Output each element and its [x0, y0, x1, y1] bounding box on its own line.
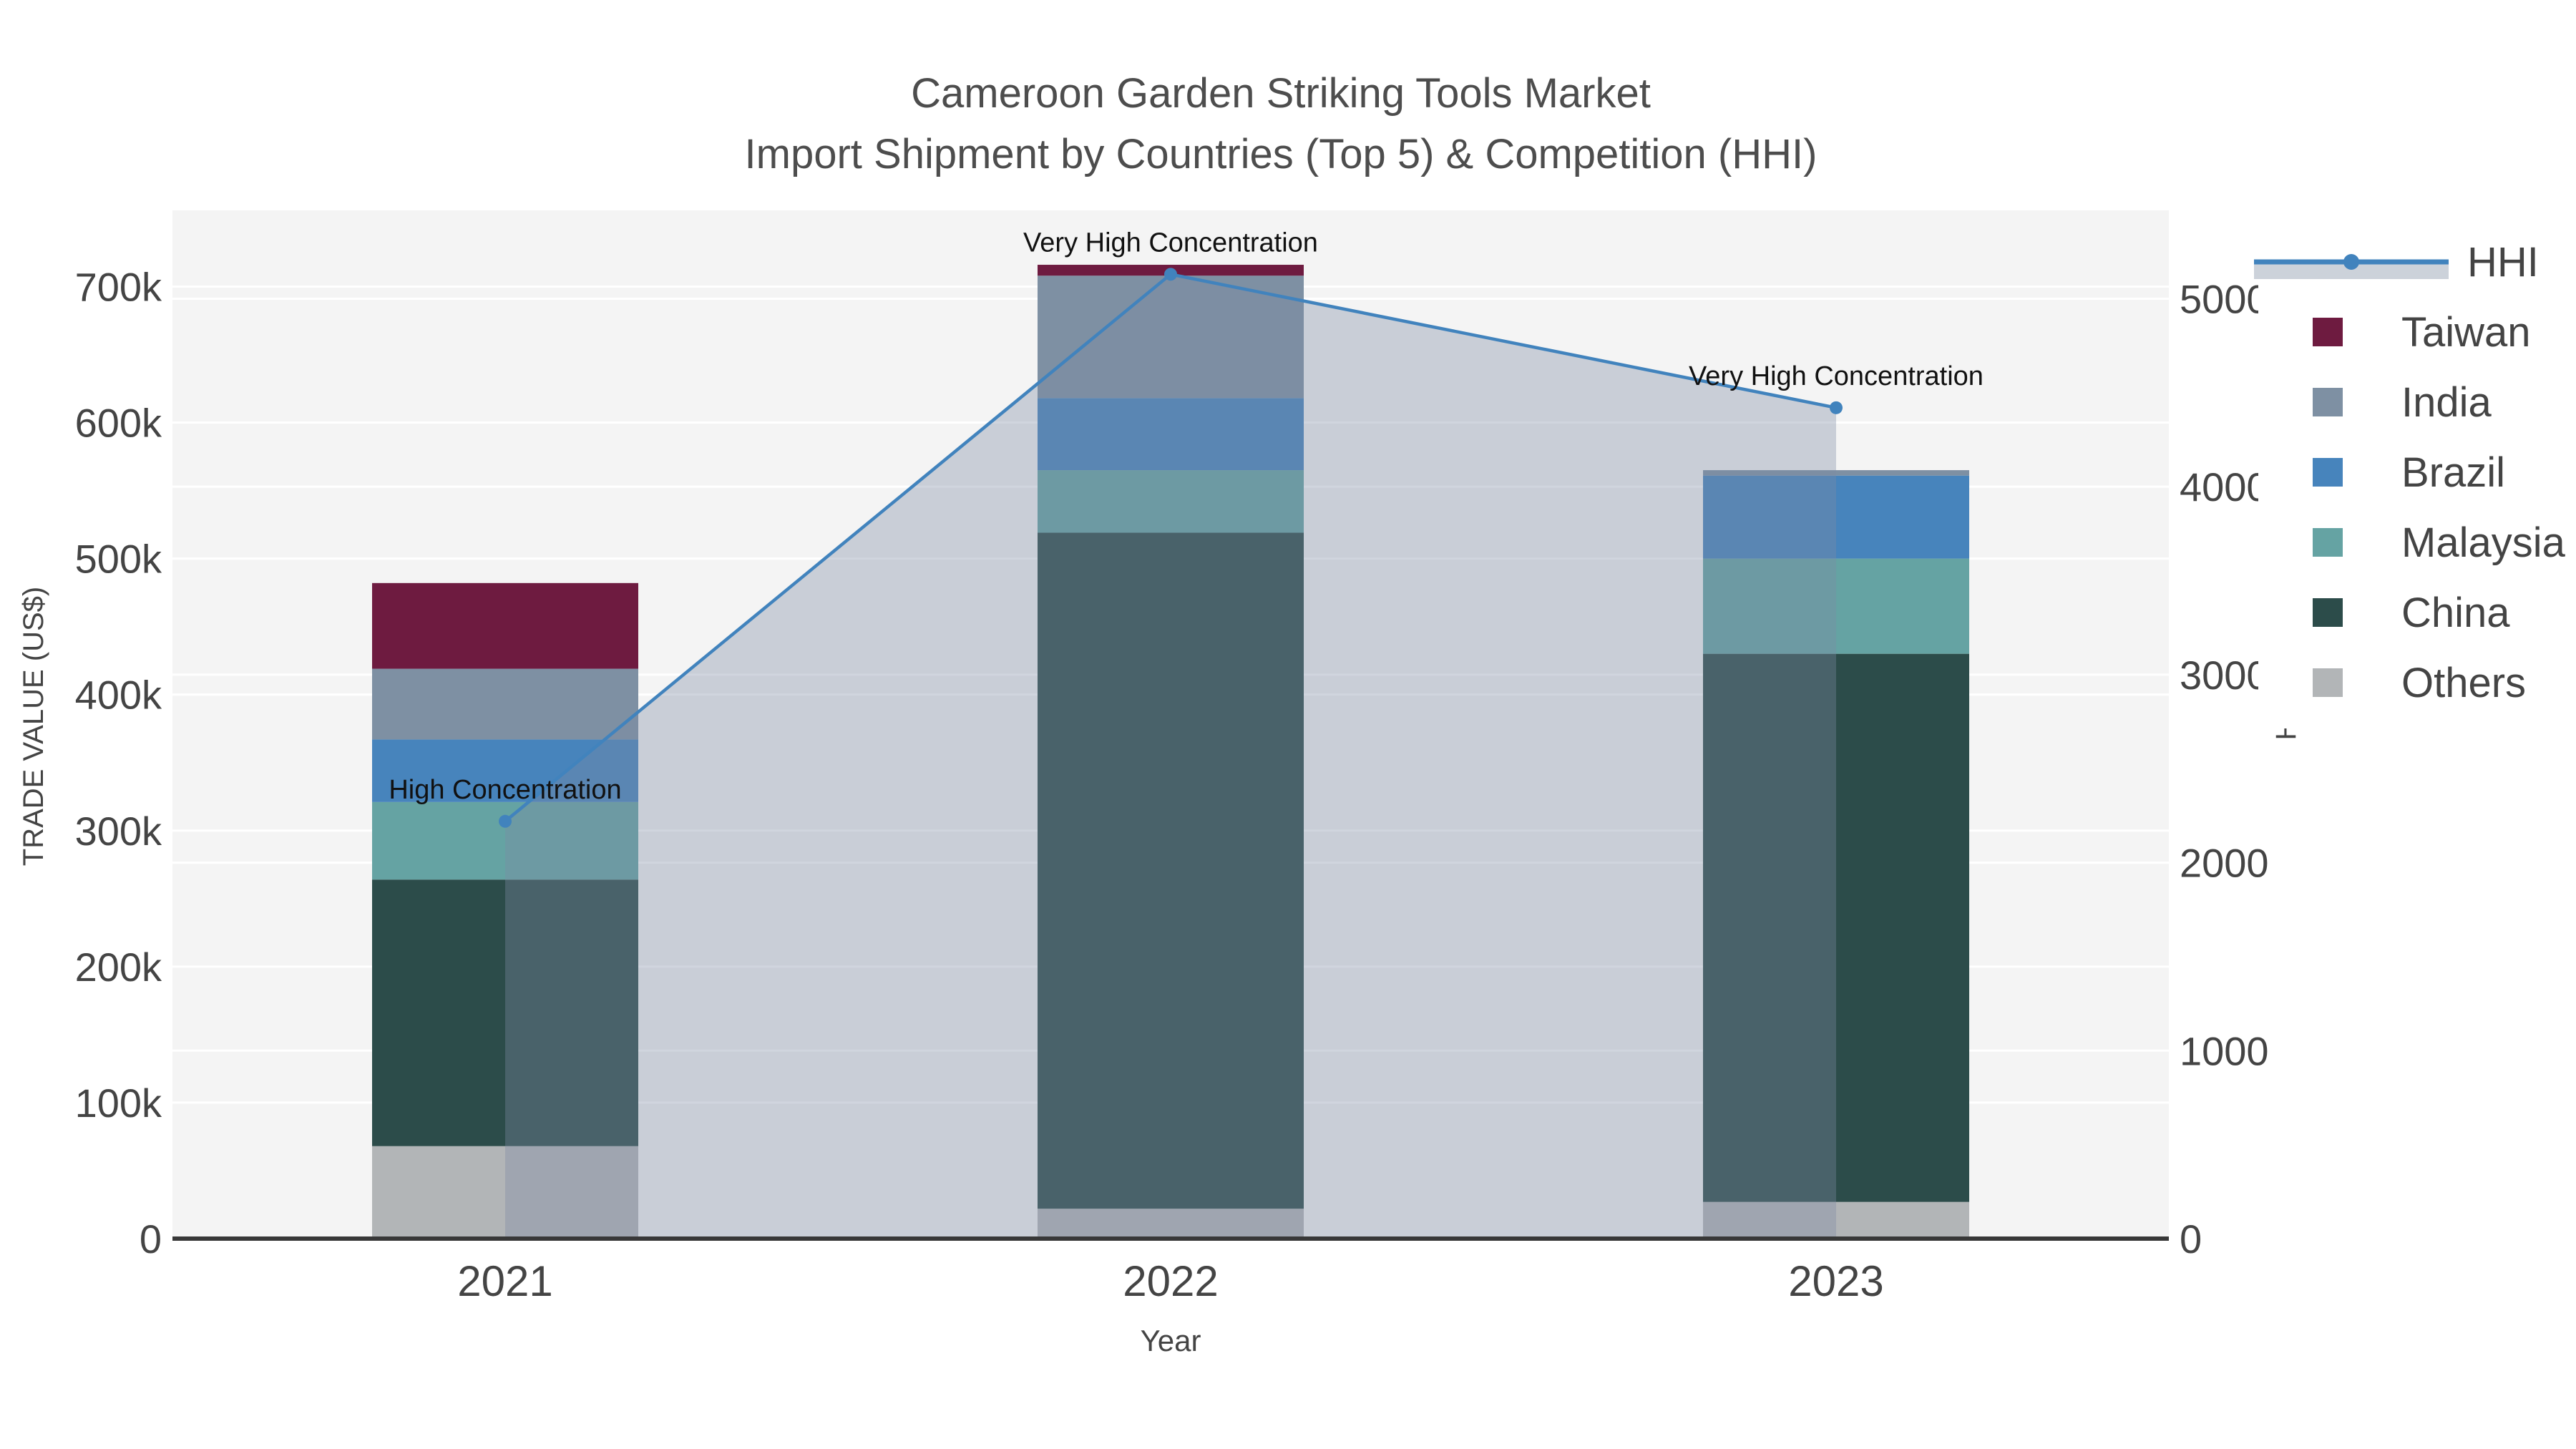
chart-title-line1: Cameroon Garden Striking Tools Market — [911, 70, 1651, 117]
left-tick-500k: 500k — [75, 537, 162, 582]
x-tick-2021: 2021 — [457, 1257, 552, 1305]
x-tick-2022: 2022 — [1123, 1257, 1218, 1305]
bar-segment-2022-others[interactable] — [1038, 1209, 1304, 1239]
bar-segment-2023-malaysia[interactable] — [1703, 558, 1969, 654]
left-tick-100k: 100k — [75, 1080, 162, 1126]
left-tick-700k: 700k — [75, 264, 162, 309]
x-tick-2023: 2023 — [1788, 1257, 1883, 1305]
left-tick-300k: 300k — [75, 809, 162, 854]
legend-item-india[interactable]: India — [2313, 379, 2492, 426]
legend-label-brazil: Brazil — [2401, 449, 2505, 496]
hhi-area — [505, 274, 1836, 1239]
legend-item-others[interactable]: Others — [2313, 660, 2526, 706]
bar-segment-2022-malaysia[interactable] — [1038, 470, 1304, 533]
bar-segment-2021-china[interactable] — [372, 879, 638, 1146]
bar-segment-2022-brazil[interactable] — [1038, 398, 1304, 471]
x-axis-title: Year — [1141, 1324, 1201, 1357]
right-tick-5000: 5000 — [2180, 276, 2269, 321]
right-tick-4000: 4000 — [2180, 464, 2269, 509]
bar-segment-2021-india[interactable] — [372, 668, 638, 740]
bar-segment-2023-india[interactable] — [1703, 470, 1969, 476]
annotation-2023: Very High Concentration — [1689, 361, 1984, 391]
legend-item-china[interactable]: China — [2313, 590, 2510, 636]
left-tick-600k: 600k — [75, 401, 162, 446]
bar-segment-2021-others[interactable] — [372, 1146, 638, 1239]
legend-swatch-china — [2313, 598, 2343, 627]
right-tick-0: 0 — [2180, 1216, 2202, 1262]
legend-swatch-brazil — [2313, 458, 2343, 487]
legend-item-hhi[interactable]: HHI — [2254, 239, 2539, 286]
right-tick-2000: 2000 — [2180, 841, 2269, 886]
left-tick-400k: 400k — [75, 673, 162, 718]
bar-segment-2023-china[interactable] — [1703, 653, 1969, 1202]
annotation-2022: Very High Concentration — [1023, 228, 1318, 258]
legend-swatch-others — [2313, 668, 2343, 697]
legend-background — [2258, 228, 2576, 728]
legend-swatch-taiwan — [2313, 318, 2343, 346]
legend-swatch-india — [2313, 388, 2343, 416]
legend-label-malaysia: Malaysia — [2401, 519, 2566, 566]
legend-label-india: India — [2401, 379, 2492, 426]
bar-segment-2021-taiwan[interactable] — [372, 582, 638, 669]
annotation-2021: High Concentration — [389, 775, 621, 805]
legend-label-others: Others — [2401, 660, 2526, 706]
hhi-marker-2023[interactable] — [1830, 401, 1843, 414]
right-tick-3000: 3000 — [2180, 653, 2269, 698]
bar-segment-2022-china[interactable] — [1038, 532, 1304, 1209]
legend-hhi-marker — [2343, 254, 2359, 270]
chart-title-line2: Import Shipment by Countries (Top 5) & C… — [745, 131, 1818, 177]
y-axis-title-left: TRADE VALUE (US$) — [18, 587, 49, 866]
bar-segment-2023-others[interactable] — [1703, 1201, 1969, 1239]
bar-segment-2023-brazil[interactable] — [1703, 475, 1969, 559]
legend-label-taiwan: Taiwan — [2401, 309, 2531, 356]
hhi-marker-2021[interactable] — [499, 814, 512, 828]
bar-segment-2022-india[interactable] — [1038, 275, 1304, 399]
hhi-marker-2022[interactable] — [1164, 268, 1177, 281]
legend-item-brazil[interactable]: Brazil — [2313, 449, 2505, 496]
legend-label-hhi: HHI — [2467, 239, 2539, 286]
legend-item-taiwan[interactable]: Taiwan — [2313, 309, 2531, 356]
legend-item-malaysia[interactable]: Malaysia — [2313, 519, 2566, 566]
left-tick-200k: 200k — [75, 945, 162, 990]
left-tick-0: 0 — [140, 1216, 162, 1262]
legend-swatch-malaysia — [2313, 528, 2343, 557]
right-tick-1000: 1000 — [2180, 1028, 2269, 1073]
legend-label-china: China — [2401, 590, 2510, 636]
